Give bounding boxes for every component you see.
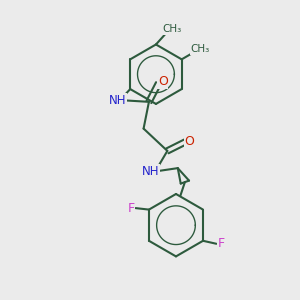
Text: NH: NH bbox=[142, 165, 160, 178]
Text: O: O bbox=[158, 75, 168, 88]
Text: O: O bbox=[185, 135, 195, 148]
Text: CH₃: CH₃ bbox=[162, 24, 181, 34]
Text: NH: NH bbox=[109, 94, 127, 107]
Text: F: F bbox=[128, 202, 135, 214]
Text: F: F bbox=[217, 237, 224, 250]
Text: CH₃: CH₃ bbox=[191, 44, 210, 54]
